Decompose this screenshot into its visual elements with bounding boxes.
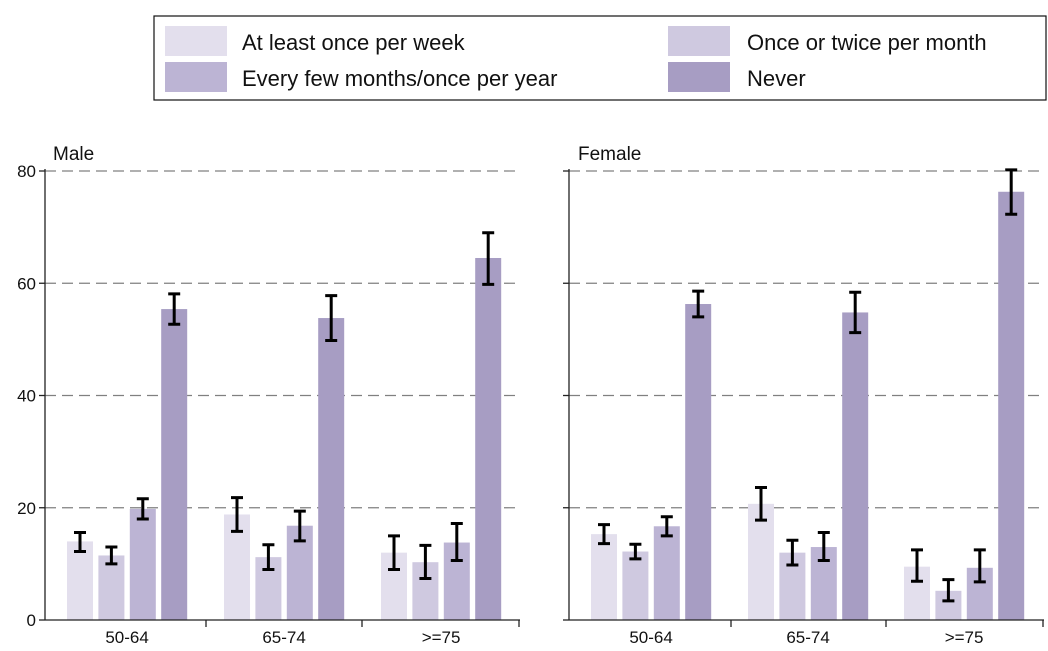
y-tick-label-40: 40: [17, 387, 36, 406]
panel-title-male: Male: [53, 144, 94, 165]
error-bar-male-75-never: [482, 231, 495, 286]
bar-male-50-64-at-least-once-per-week: [67, 541, 93, 620]
legend-label-month: Once or twice per month: [747, 30, 987, 55]
bar-female-50-64-once-or-twice-per-month: [622, 551, 649, 620]
legend: At least once per week Once or twice per…: [153, 15, 1047, 101]
error-bar-female-65-74-once-or-twice-per-month: [786, 538, 799, 567]
error-bar-female-75-never: [1005, 168, 1018, 216]
error-bar-male-75-once-or-twice-per-month: [419, 543, 432, 580]
error-bar-male-65-74-at-least-once-per-week: [231, 496, 243, 533]
error-bar-male-50-64-once-or-twice-per-month: [105, 545, 118, 566]
bar-female-50-64-never: [685, 304, 712, 620]
y-tick-label-60: 60: [17, 274, 36, 293]
error-bar-female-50-64-at-least-once-per-week: [598, 523, 610, 546]
bar-male-65-74-never: [318, 318, 345, 620]
y-tick-label-0: 0: [27, 611, 36, 630]
error-bar-female-75-at-least-once-per-week: [911, 548, 923, 583]
error-bar-female-65-74-every-few-months-once-per-year: [817, 530, 830, 563]
error-bar-male-75-every-few-months-once-per-year: [450, 521, 463, 563]
error-bar-female-65-74-never: [849, 290, 862, 335]
legend-label-week: At least once per week: [242, 30, 466, 55]
bar-female-50-64-at-least-once-per-week: [591, 534, 617, 620]
error-bar-male-65-74-every-few-months-once-per-year: [293, 509, 306, 543]
error-bar-male-50-64-every-few-months-once-per-year: [136, 497, 149, 521]
bar-female-65-74-at-least-once-per-week: [748, 503, 774, 620]
legend-frame: [153, 15, 1047, 101]
error-bar-layer: [74, 168, 1018, 603]
bar-female-50-64-every-few-months-once-per-year: [653, 526, 680, 620]
y-tick-label-20: 20: [17, 499, 36, 518]
axis-layer: 0 20 40 60 80 50-64 65-74 >=75 50-64 65-74 >=75: [17, 162, 1044, 647]
error-bar-female-75-every-few-months-once-per-year: [973, 548, 986, 584]
x-tick-label-female-65-74: 65-74: [786, 628, 829, 646]
x-tick-label-male-65-74: 65-74: [262, 628, 305, 646]
grid-layer: [45, 170, 1044, 509]
error-bar-female-50-64-never: [692, 289, 705, 319]
error-bar-female-50-64-once-or-twice-per-month: [629, 542, 642, 561]
y-tick-label-80: 80: [17, 162, 36, 181]
legend-swatch-week: [165, 26, 227, 56]
error-bar-male-50-64-at-least-once-per-week: [74, 530, 86, 554]
bar-female-75-never: [998, 191, 1025, 621]
error-bar-female-75-once-or-twice-per-month: [942, 578, 955, 603]
legend-label-year: Every few months/once per year: [242, 66, 557, 91]
x-tick-label-male-50-64: 50-64: [105, 628, 148, 646]
panel-title-female: Female: [578, 144, 641, 165]
legend-label-never: Never: [747, 66, 806, 91]
bar-male-75-never: [475, 257, 502, 620]
error-bar-male-65-74-once-or-twice-per-month: [262, 543, 275, 571]
x-tick-label-female-50-64: 50-64: [629, 628, 672, 646]
x-tick-label-male-75: >=75: [422, 628, 461, 646]
legend-swatch-month: [668, 26, 730, 56]
bar-female-65-74-never: [842, 312, 869, 620]
bar-male-50-64-never: [161, 309, 188, 620]
x-tick-label-female-75: >=75: [945, 628, 984, 646]
error-bar-male-75-at-least-once-per-week: [388, 534, 400, 571]
error-bar-female-50-64-every-few-months-once-per-year: [660, 515, 673, 538]
legend-swatch-year: [165, 62, 227, 92]
bar-male-50-64-every-few-months-once-per-year: [129, 508, 156, 620]
error-bar-male-50-64-never: [168, 292, 181, 326]
bar-layer: [67, 191, 1025, 621]
legend-swatch-never: [668, 62, 730, 92]
bar-male-50-64-once-or-twice-per-month: [98, 555, 125, 620]
error-bar-female-65-74-at-least-once-per-week: [755, 486, 767, 522]
error-bar-male-65-74-never: [325, 294, 338, 342]
